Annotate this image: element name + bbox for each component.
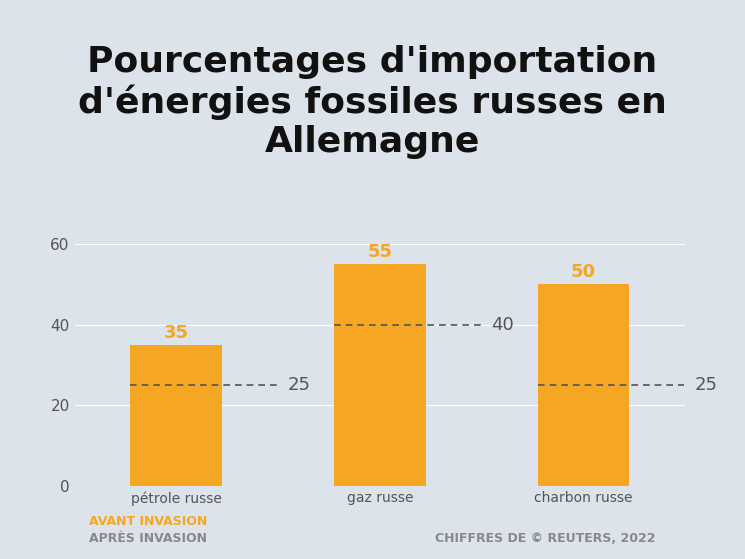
Bar — [334, 264, 425, 486]
Text: AVANT INVASION: AVANT INVASION — [89, 515, 208, 528]
Text: 50: 50 — [571, 263, 596, 281]
Text: 25: 25 — [288, 376, 311, 394]
Bar — [130, 345, 222, 486]
Text: Pourcentages d'importation
d'énergies fossiles russes en
Allemagne: Pourcentages d'importation d'énergies fo… — [78, 45, 667, 159]
Bar — [538, 284, 630, 486]
Text: 35: 35 — [164, 324, 188, 342]
Text: 40: 40 — [491, 316, 514, 334]
Text: 55: 55 — [367, 243, 393, 261]
Text: APRÈS INVASION: APRÈS INVASION — [89, 532, 207, 545]
Text: CHIFFRES DE © REUTERS, 2022: CHIFFRES DE © REUTERS, 2022 — [435, 532, 656, 545]
Text: 25: 25 — [694, 376, 717, 394]
